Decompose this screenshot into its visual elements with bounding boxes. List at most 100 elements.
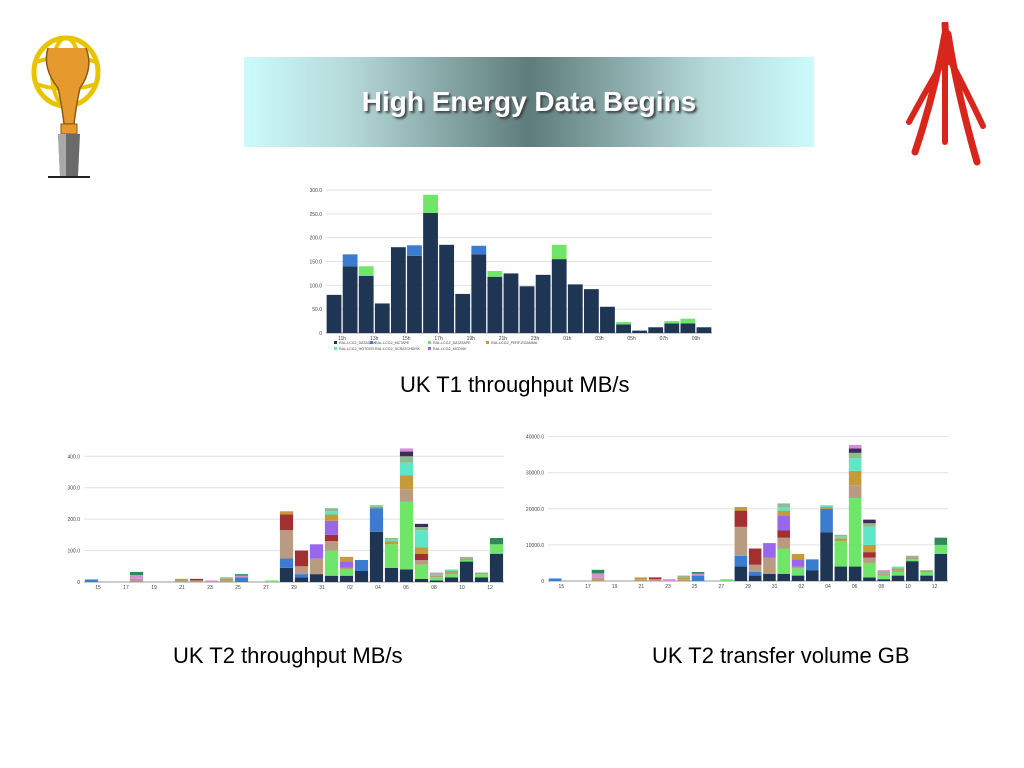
bar-segment [429,580,444,582]
uk-t1-throughput-chart: 0 50.0 100.0 150.0 200.0 250.0 300.0 11h 13h 15h 1… [309,182,720,354]
bar-segment [129,571,144,576]
bar-segment [934,544,948,554]
y-tick-label: 10000.0 [526,543,544,549]
bar-segment [369,505,384,507]
bar-segment [324,550,339,576]
bar-segment [324,520,339,535]
x-tick-label: 12 [932,584,938,590]
bar-segment [399,489,414,502]
bar-segment [384,538,399,540]
legend-label: RAL-LCG2_SCRATCHDISK [375,347,421,351]
bar-segment [369,506,384,509]
bar-segment [863,562,876,578]
y-tick-label: 0 [541,579,544,585]
bar-segment [414,527,429,531]
y-tick-label: 100.0 [310,283,322,289]
bar-segment [324,541,339,551]
x-tick-label: 19h [467,336,476,342]
bar-segment [324,575,339,582]
bar-segment [459,560,474,562]
bar-segment [791,575,805,581]
bar-segment [204,580,219,582]
bar-segment [696,327,712,333]
x-tick-label: 10 [905,584,911,590]
bar-segment [820,508,833,533]
x-tick-label: 27 [719,584,725,590]
bar-segment [339,561,354,568]
bar-segment [384,539,399,542]
x-tick-label: 29 [291,585,297,591]
bar-segment [848,485,862,498]
bar-segment [423,212,438,333]
bar-segment [444,569,459,571]
bar-segment [279,514,294,531]
bar-segment [519,286,535,333]
bar-segment [863,526,876,545]
bar-segment [219,578,234,581]
legend-swatch [334,341,337,344]
title-banner: High Energy Data Begins [244,57,814,147]
bar-segment [920,570,933,572]
y-tick-label: 300.0 [67,486,80,492]
bar-segment [677,577,690,580]
bar-segment [369,531,384,582]
y-tick-label: 50.0 [312,307,322,313]
bar-segment [848,566,862,581]
bar-segment [820,505,833,507]
bar-segment [777,537,790,549]
bar-segment [294,550,309,567]
x-tick-label: 17 [585,584,591,590]
bar-segment [326,294,342,333]
bar-segment [414,523,429,527]
bar-segment [777,503,790,507]
bar-segment [219,577,234,579]
uk-t1-chart-svg: 0 50.0 100.0 150.0 200.0 250.0 300.0 11h 13h 15h 1… [309,188,712,351]
bar-segment [399,462,414,476]
x-tick-label: 27 [263,585,269,591]
bar-segment [691,571,705,574]
bar-segment [399,569,414,582]
legend-swatch [370,341,373,344]
uk-t2-throughput-chart-svg: 0 100.0 200.0 300.0 400.0 15 17 19 21 23 25 27 29 31 0… [67,448,504,591]
bar-segment [791,553,805,560]
bar-segment [503,273,519,333]
bar-segment [414,560,429,565]
bar-segment [399,456,414,463]
legend-label: RAL-LCG2_PERF-EGAMMA [491,341,538,345]
legend-swatch [486,341,489,344]
bar-segment [734,555,748,567]
bar-segment [863,544,876,553]
bar-segment [129,578,144,582]
bar-segment [487,271,503,277]
x-tick-label: 21 [179,585,185,591]
bar-segment [820,532,833,581]
bar-segment [219,580,234,582]
bar-segment [934,553,948,581]
x-tick-label: 21 [639,584,645,590]
bar-segment [806,559,819,571]
x-tick-label: 17h [434,336,443,342]
bar-segment [294,577,309,582]
bar-segment [414,553,429,560]
x-tick-label: 09h [692,336,701,342]
bar-segment [906,555,919,558]
bar-segment [294,566,309,575]
legend-swatch [370,347,373,350]
bar-segment [634,579,648,581]
bar-segment [459,556,474,559]
legend-swatch [428,341,431,344]
bar-segment [324,534,339,542]
legend-label: RAL-LCG2_MCDISK [433,347,467,351]
bar-segment [407,245,422,256]
legend-label: RAL-LCG2_DATATAPE [433,341,471,345]
x-tick-label: 15 [559,584,565,590]
bar-segment [354,560,369,571]
bar-segment [474,572,489,575]
bar-segment [548,578,562,581]
bar-segment [863,577,876,581]
bar-segment [474,577,489,582]
bar-segment [591,573,605,578]
bar-segment [677,575,690,578]
bar-segment [777,507,790,511]
bar-segment [664,323,680,333]
